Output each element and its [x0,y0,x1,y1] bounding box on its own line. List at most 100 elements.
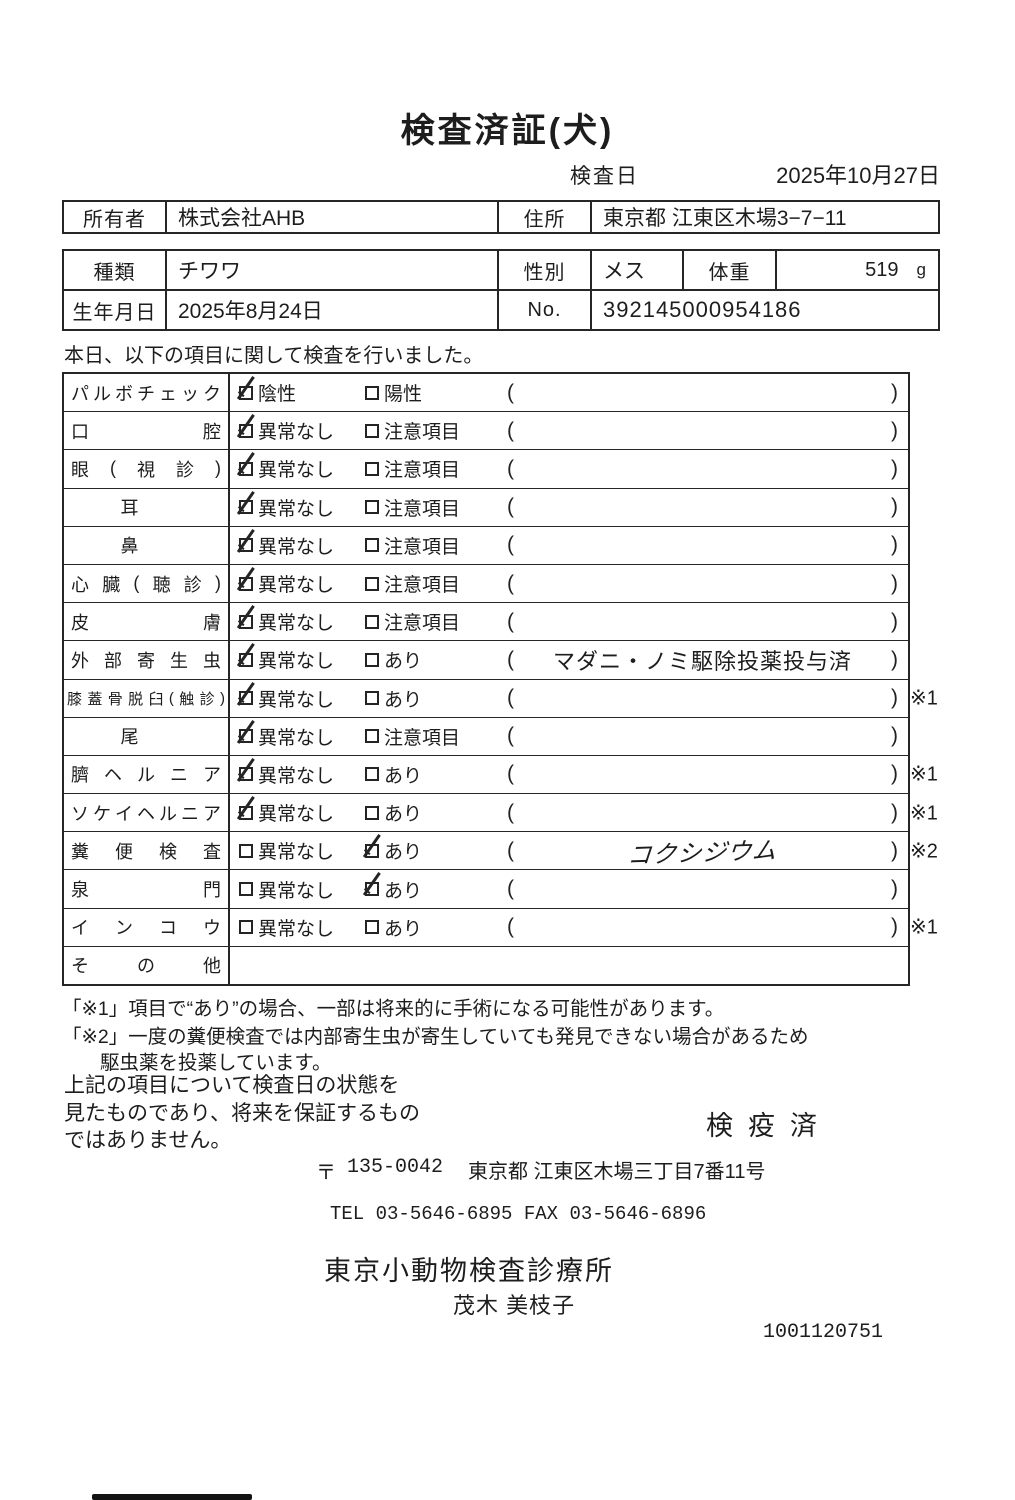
sex-value: メス [592,251,684,289]
checkbox-unchecked [365,538,379,553]
remarks-field: () [507,686,908,710]
tel-fax: TEL 03-5646-6895 FAX 03-5646-6896 [330,1203,707,1225]
species-value: チワワ [167,251,499,289]
inspection-row-content: 異常なし あり () [230,870,908,907]
checkbox-group: 異常なし [230,494,365,521]
paren-close: ) [891,495,898,519]
remarks-field: () [507,572,908,596]
checkbox-checked [239,385,253,400]
paren-open: ( [507,533,514,557]
disclaimer-line-3: ではありません。 [64,1129,232,1152]
remarks-field: () [507,877,908,901]
inspection-row-content: 異常なし あり (コクシジウム) [230,832,908,870]
checkbox-unchecked [365,576,379,591]
checkbox-label: 異常なし [258,651,335,673]
checkbox-group: 異常なし [230,646,365,673]
inspection-row: 皮膚 異常なし 注意項目 () [64,603,908,642]
checkbox-unchecked [365,691,379,706]
sex-label: 性別 [499,251,592,289]
paren-open: ( [507,609,514,633]
inspection-row-content: 異常なし あり (マダニ・ノミ駆除投薬投与済) [230,641,908,678]
checkbox-label: 注意項目 [384,422,461,444]
paren-close: ) [891,877,898,901]
checkbox-group: 異常なし [230,914,365,941]
inspection-row-content: 異常なし 注意項目 () [230,489,908,526]
owner-table: 所有者 株式会社AHB 住所 東京都 江東区木場3−7−11 [62,200,940,234]
pet-row-1: 種類 チワワ 性別 メス 体重 519 g [64,251,938,291]
clinic-name: 東京小動物検査診療所 [324,1256,614,1286]
weight-label: 体重 [684,251,777,289]
footnote-mark: ※1 [910,802,938,825]
remarks-field: () [507,419,908,443]
intro-line: 本日、以下の項目に関して検査を行いました。 [64,345,484,367]
checkbox-label: あり [384,842,423,864]
checkbox-label: 注意項目 [384,613,461,635]
remarks-field: () [507,724,908,748]
checkbox-label: あり [384,765,423,787]
birth-value: 2025年8月24日 [167,291,499,329]
inspection-row-content: 異常なし 注意項目 () [230,450,908,487]
disclaimer-line-1: 上記の項目について検査日の状態を [64,1074,400,1097]
checkbox-group: 注意項目 [365,455,507,482]
paren-open: ( [507,915,514,939]
checkbox-unchecked [239,920,253,935]
inspection-row: パルボチェック 陰性 陽性 () [64,374,908,413]
checkbox-label: 異常なし [258,575,335,597]
inspection-row: 臍ヘルニア異常なし あり() ※1 [64,755,938,795]
pet-row-2: 生年月日 2025年8月24日 No. 392145000954186 [64,291,938,329]
checkbox-checked [239,652,253,667]
checkbox-label: 異常なし [258,460,335,482]
checkbox-label: 注意項目 [384,575,461,597]
paren-close: ) [891,571,898,595]
paren-open: ( [507,838,514,862]
clinic-address: 東京都 江東区木場三丁目7番11号 [468,1161,766,1183]
inspection-row: 口腔 異常なし 注意項目 () [64,412,908,451]
footnote-2: 「※2」一度の糞便検査では内部寄生虫が寄生していても発見できない場合があるため [62,1026,809,1048]
inspection-row: 耳 異常なし 注意項目 () [64,488,908,527]
paren-open: ( [507,495,514,519]
inspection-row: 心臓(聴診) 異常なし 注意項目 () [64,564,908,604]
checkbox-checked [239,576,253,591]
paren-close: ) [891,647,898,671]
checkbox-group: 注意項目 [365,417,507,444]
checkbox-checked [365,882,379,897]
birth-label: 生年月日 [64,291,167,329]
footnote-1: 「※1」項目で“あり”の場合、一部は将来的に手術になる可能性があります。 [62,998,725,1020]
footnote-mark: ※1 [910,763,938,786]
checkbox-group: 異常なし [230,685,365,712]
checkbox-label: 陰性 [258,384,297,406]
checkbox-unchecked [365,500,379,515]
inspection-row-content: 異常なし 注意項目 () [230,565,908,602]
checkbox-label: 異常なし [258,918,335,940]
postal-code: 135-0042 [347,1156,444,1179]
inspection-table: パルボチェック陰性 陽性() 口腔異常なし 注意項目() 眼(視診) 異常なし 注意項目()… [62,372,938,986]
checkbox-group: あり [365,914,507,941]
address-value: 東京都 江東区木場3−7−11 [603,207,847,230]
inspection-row: インコウ異常なし あり() ※1 [64,908,938,947]
checkbox-group: あり [365,685,507,712]
inspection-item-label: 臍ヘルニア [64,755,230,794]
checkbox-label: 陽性 [384,384,423,406]
inspection-item-label: 尾 [64,717,230,755]
paren-close: ) [891,456,898,480]
checkbox-checked [239,500,253,515]
disclaimer-line-2: 見たものであり、将来を保証するもの [64,1101,420,1125]
owner-label: 所有者 [64,202,167,232]
checkbox-checked [239,691,253,706]
paren-close: ) [891,800,898,824]
weight-value: 519 [865,258,899,281]
no-value: 392145000954186 [603,297,802,322]
footnote-mark: ※2 [910,840,938,863]
checkbox-checked [239,423,253,438]
inspection-item-label: 鼻 [64,526,230,564]
inspection-item-label: 耳 [64,488,230,526]
checkbox-checked [239,767,253,782]
checkbox-label: あり [384,689,423,711]
paren-close: ) [891,609,898,633]
paren-open: ( [507,800,514,824]
paren-open: ( [507,456,514,480]
checkbox-checked [239,538,253,553]
veterinarian-name: 茂木 美枝子 [453,1293,576,1318]
inspection-row: 糞便検査 異常なし あり (コクシジウム) ※2 [64,832,938,871]
paren-close: ) [891,915,898,939]
